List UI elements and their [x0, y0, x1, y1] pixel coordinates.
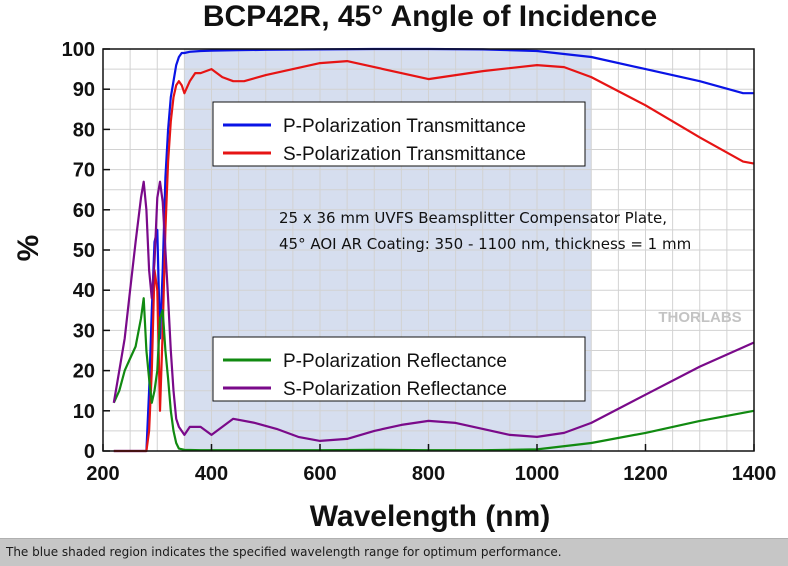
y-tick-label: 10	[73, 401, 95, 423]
legend-label: P-Polarization Transmittance	[283, 116, 526, 137]
legend-label: P-Polarization Reflectance	[283, 351, 507, 372]
y-tick-label: 70	[73, 160, 95, 182]
caption: The blue shaded region indicates the spe…	[0, 538, 788, 566]
legend-lower	[212, 336, 586, 402]
y-tick-label: 30	[73, 320, 95, 342]
legend-label: S-Polarization Transmittance	[283, 144, 526, 165]
legends: P-Polarization Transmittance S-Polarizati…	[212, 101, 586, 402]
y-tick-label: 50	[73, 240, 95, 262]
x-tick-label: 1200	[623, 463, 668, 485]
y-tick-label: 80	[73, 119, 95, 141]
chart-title: BCP42R, 45° Angle of Incidence	[203, 0, 657, 33]
y-tick-label: 60	[73, 200, 95, 222]
y-tick-label: 100	[62, 39, 95, 61]
chart: BCP42R, 45° Angle of Incidence THORLABS 2…	[12, 0, 777, 533]
series-line-s-polarization-transmittance	[113, 60, 755, 453]
x-axis-label: Wavelength (nm)	[310, 500, 551, 533]
y-tick-label: 0	[84, 441, 95, 463]
series-line-p-polarization-transmittance	[113, 47, 754, 453]
legend-upper	[212, 101, 586, 167]
annotation-line: 25 x 36 mm UVFS Beamsplitter Compensator…	[279, 209, 667, 227]
y-tick-label: 20	[73, 361, 95, 383]
annotation: 25 x 36 mm UVFS Beamsplitter Compensator…	[279, 209, 691, 253]
x-tick-label: 800	[412, 463, 445, 485]
y-tick-label: 90	[73, 79, 95, 101]
series-line-s-polarization-reflectance	[112, 180, 755, 442]
y-axis-label: %	[12, 235, 45, 262]
x-tick-label: 1400	[732, 463, 777, 485]
x-tick-label: 600	[303, 463, 336, 485]
x-tick-label: 1000	[515, 463, 560, 485]
series-line-p-polarization-reflectance	[112, 297, 755, 452]
legend-label: S-Polarization Reflectance	[283, 379, 507, 400]
y-tick-label: 40	[73, 280, 95, 302]
thorlabs-watermark: THORLABS	[658, 309, 741, 326]
x-tick-label: 200	[86, 463, 119, 485]
annotation-line: 45° AOI AR Coating: 350 - 1100 nm, thick…	[279, 235, 691, 253]
x-tick-label: 400	[195, 463, 228, 485]
